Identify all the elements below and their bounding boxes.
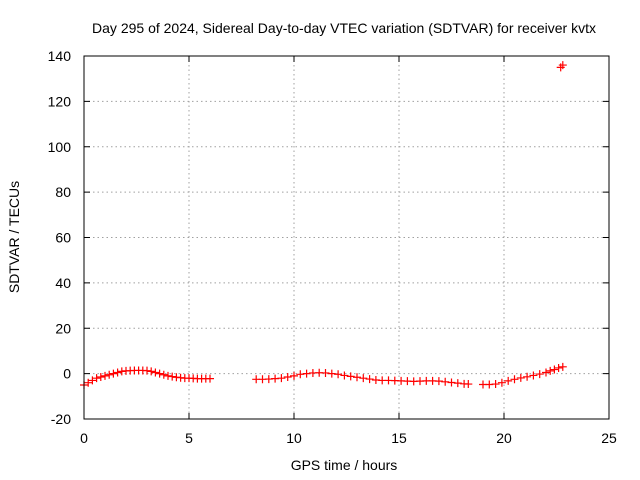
data-point xyxy=(327,369,336,378)
data-point xyxy=(523,372,532,381)
y-tick-label: 140 xyxy=(48,48,72,64)
data-point xyxy=(346,372,355,381)
data-point xyxy=(464,380,473,389)
y-tick-label: 120 xyxy=(48,93,72,109)
y-tick-label: 80 xyxy=(55,184,71,200)
data-point xyxy=(359,374,368,383)
data-point xyxy=(365,375,374,384)
data-point xyxy=(453,379,462,388)
data-point xyxy=(84,378,93,387)
y-tick-label: 0 xyxy=(63,366,71,382)
data-point xyxy=(441,377,450,386)
data-point xyxy=(283,373,292,382)
data-point xyxy=(554,363,563,372)
data-point xyxy=(497,378,506,387)
data-point xyxy=(529,371,538,380)
data-point xyxy=(491,380,500,389)
y-tick-label: 40 xyxy=(55,275,71,291)
y-tick-labels: -20 0 20 40 60 80 100 120 140 xyxy=(48,48,72,427)
x-tick-label: 10 xyxy=(286,430,302,446)
grid-lines xyxy=(84,56,609,419)
x-tick-label: 25 xyxy=(601,430,617,446)
data-point xyxy=(535,370,544,379)
data-point xyxy=(155,369,164,378)
data-point xyxy=(101,371,109,380)
data-point xyxy=(96,373,105,382)
data-point xyxy=(296,370,305,379)
x-tick-labels: 0 5 10 15 20 25 xyxy=(80,430,617,446)
data-point xyxy=(168,372,177,381)
data-point xyxy=(143,366,151,375)
data-point xyxy=(353,373,361,382)
y-tick-label: -20 xyxy=(51,411,71,427)
data-point xyxy=(447,378,456,387)
data-point xyxy=(147,367,156,376)
data-point xyxy=(159,370,168,379)
x-tick-label: 15 xyxy=(391,430,407,446)
x-axis-label: GPS time / hours xyxy=(291,457,398,473)
data-point xyxy=(109,369,118,378)
data-point xyxy=(105,370,114,379)
data-point xyxy=(290,371,298,380)
y-tick-label: 60 xyxy=(55,230,71,246)
data-point xyxy=(113,368,122,377)
data-point xyxy=(302,369,311,378)
x-tick-label: 0 xyxy=(80,430,88,446)
data-point xyxy=(92,374,101,383)
chart-title: Day 295 of 2024, Sidereal Day-to-day VTE… xyxy=(92,20,596,36)
data-point xyxy=(206,374,214,383)
data-point xyxy=(340,371,349,380)
y-tick-label: 20 xyxy=(55,320,71,336)
data-point xyxy=(277,374,286,383)
x-tick-label: 20 xyxy=(496,430,512,446)
data-point xyxy=(334,370,343,379)
data-point xyxy=(88,376,97,385)
y-tick-label: 100 xyxy=(48,139,72,155)
data-point xyxy=(558,362,567,371)
data-point xyxy=(504,376,513,385)
data-point xyxy=(558,61,567,70)
data-point xyxy=(542,368,550,377)
data-point xyxy=(434,377,443,386)
data-point xyxy=(516,373,525,382)
data-point xyxy=(321,368,330,377)
x-tick-label: 5 xyxy=(185,430,193,446)
data-point xyxy=(164,371,172,380)
data-point xyxy=(510,375,519,384)
data-point xyxy=(151,368,160,377)
data-point xyxy=(546,366,555,375)
axis-ticks xyxy=(83,55,610,420)
data-points xyxy=(80,61,567,389)
y-axis-label: SDTVAR / TECUs xyxy=(6,181,22,293)
data-point xyxy=(550,365,559,374)
